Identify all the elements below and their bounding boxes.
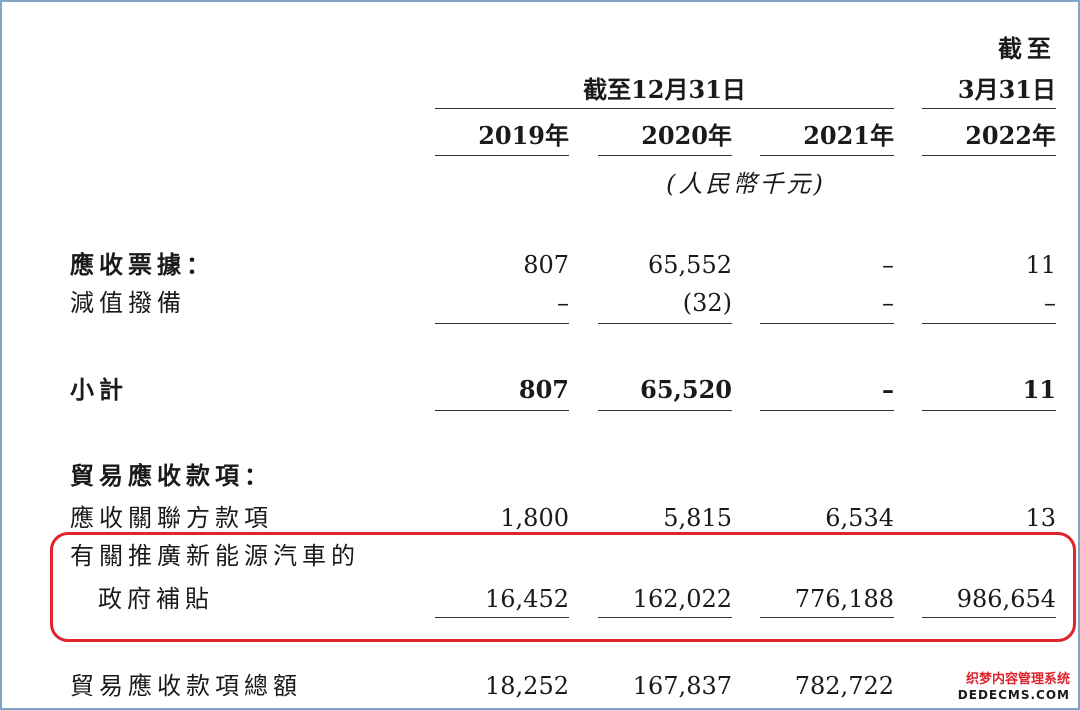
watermark-domain: DEDECMS.COM: [957, 688, 1070, 702]
watermark-text: 织梦内容管理系统: [965, 672, 1070, 687]
year-rule: [922, 155, 1056, 156]
table-cell: 167,837: [632, 672, 732, 700]
table-cell: 65,520: [640, 375, 732, 404]
table-cell: (32): [682, 289, 732, 317]
as-of-rule: [922, 108, 1056, 109]
period-rule: [435, 108, 894, 109]
total-label: 貿易應收款項總額: [70, 672, 302, 700]
subsidy-label-line1: 有關推廣新能源汽車的: [70, 542, 360, 570]
impairment-label: 減值撥備: [70, 289, 186, 317]
row-rule: [922, 323, 1056, 324]
table-cell: 162,022: [632, 585, 732, 613]
table-cell: 1,800: [500, 504, 569, 532]
table-cell: 782,722: [794, 672, 894, 700]
table-cell: 6,534: [825, 504, 894, 532]
row-rule: [760, 410, 894, 411]
row-rule: [760, 617, 894, 618]
unit-label: (人民幣千元): [666, 170, 826, 198]
row-rule: [760, 323, 894, 324]
table-cell: 776,188: [794, 585, 894, 613]
table-cell: 13: [1025, 504, 1056, 532]
table-cell: –: [557, 289, 569, 317]
table-cell: 11: [1025, 251, 1056, 279]
table-cell: 16,452: [485, 585, 569, 613]
table-cell: 807: [523, 251, 569, 279]
watermark: 织梦内容管理系统 DEDECMS.COM: [958, 672, 1070, 702]
as-of-date: 3月31日: [957, 75, 1056, 104]
year-header-2020: 2020年: [641, 121, 732, 150]
as-of-label: 截至: [998, 34, 1056, 63]
table-cell: –: [882, 251, 894, 279]
related-party-label: 應收關聯方款項: [70, 504, 273, 532]
row-rule: [598, 617, 732, 618]
year-header-2019: 2019年: [478, 121, 569, 150]
row-rule: [598, 410, 732, 411]
row-rule: [435, 323, 569, 324]
row-rule: [435, 410, 569, 411]
row-rule: [598, 323, 732, 324]
year-rule: [760, 155, 894, 156]
period-header: 截至12月31日: [583, 75, 746, 104]
subsidy-label-line2: 政府補貼: [98, 585, 214, 613]
year-header-2021: 2021年: [803, 121, 894, 150]
row-rule: [922, 617, 1056, 618]
year-rule: [435, 155, 569, 156]
table-cell: 807: [518, 375, 569, 404]
table-cell: –: [882, 289, 894, 317]
subtotal-label: 小計: [70, 375, 128, 404]
year-rule: [598, 155, 732, 156]
table-cell: 18,252: [485, 672, 569, 700]
bills-receivable-label: 應收票據：: [70, 250, 215, 279]
table-cell: –: [882, 375, 894, 404]
table-cell: 986,654: [956, 585, 1056, 613]
table-cell: 11: [1022, 375, 1056, 404]
table-cell: –: [1044, 289, 1056, 317]
row-rule: [435, 617, 569, 618]
trade-receivables-label: 貿易應收款項：: [70, 461, 273, 490]
year-header-2022: 2022年: [965, 121, 1056, 150]
table-cell: 5,815: [663, 504, 732, 532]
table-cell: 65,552: [648, 251, 732, 279]
highlight-box: [50, 532, 1076, 642]
row-rule: [922, 410, 1056, 411]
